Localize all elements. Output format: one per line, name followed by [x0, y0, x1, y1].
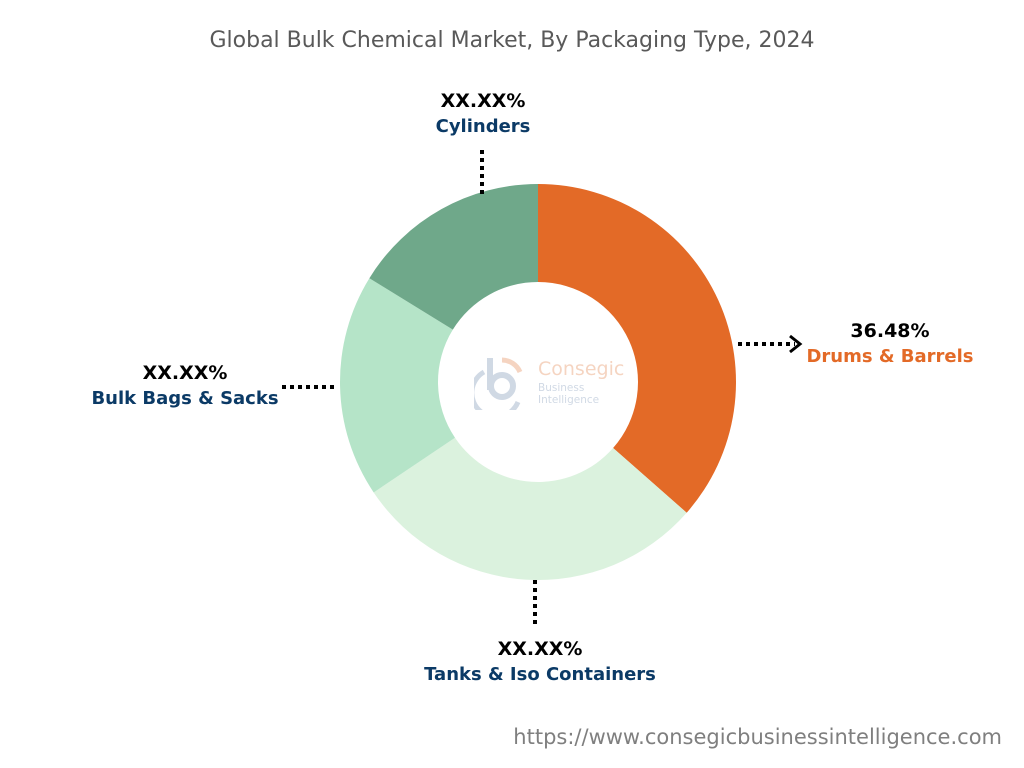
category-label: Tanks & Iso Containers [424, 664, 656, 685]
slice-drums-barrels [538, 184, 737, 513]
value-label: XX.XX% [142, 362, 228, 384]
leader-lines [282, 150, 803, 628]
logo-mark-icon [474, 357, 523, 410]
value-label: 36.48% [850, 320, 930, 342]
label-tanks: XX.XX% Tanks & Iso Containers [400, 636, 680, 688]
category-label: Bulk Bags & Sacks [91, 388, 279, 409]
slice-tanks-iso-containers [373, 437, 687, 580]
label-cylinders: XX.XX% Cylinders [383, 88, 583, 140]
slice-cylinders [369, 184, 538, 330]
value-label: XX.XX% [440, 90, 526, 112]
slice-bulk-bags-sacks [339, 278, 456, 493]
arrow-head-icon [789, 334, 803, 354]
source-url: https://www.consegicbusinessintelligence… [513, 725, 1002, 749]
label-drums: 36.48% Drums & Barrels [800, 318, 980, 370]
label-bags: XX.XX% Bulk Bags & Sacks [80, 360, 290, 412]
value-label: XX.XX% [497, 638, 583, 660]
chart-title: Global Bulk Chemical Market, By Packagin… [209, 28, 815, 53]
category-label: Drums & Barrels [806, 346, 974, 367]
category-label: Cylinders [435, 116, 531, 137]
logo-tagline: Business Intelligence [538, 382, 600, 406]
logo-name: Consegic [538, 358, 625, 380]
consegic-logo: Consegic Business Intelligence [474, 350, 644, 410]
